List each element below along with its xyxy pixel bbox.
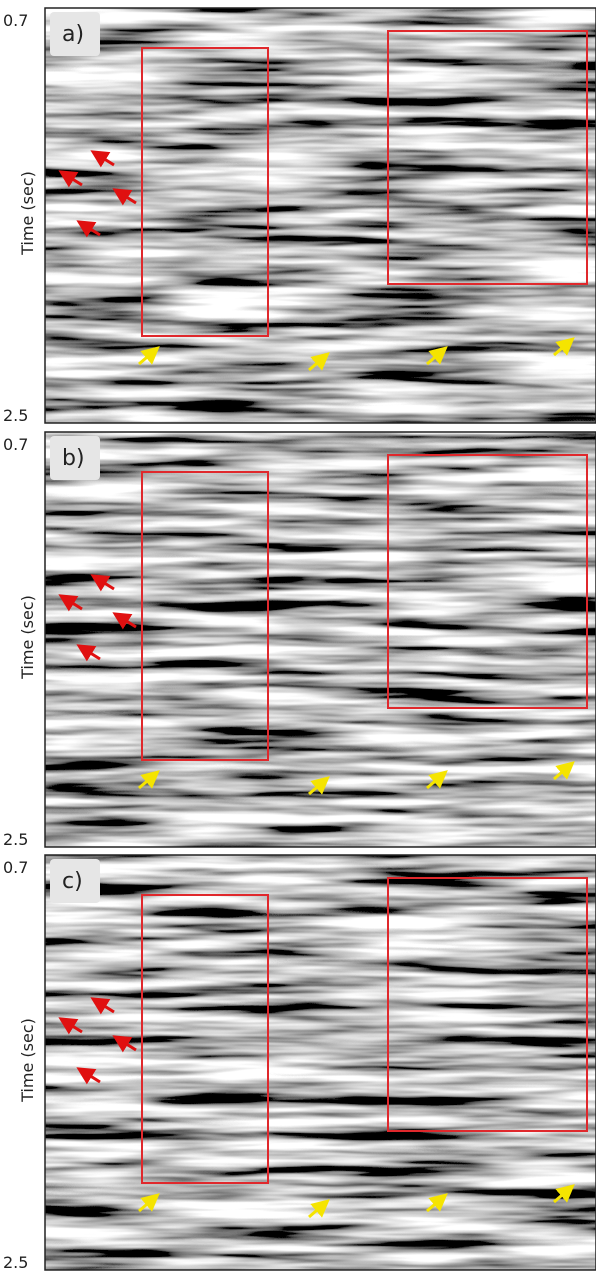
red-arrow	[76, 1067, 101, 1085]
roi-box	[387, 454, 588, 709]
panel-border	[44, 854, 596, 1271]
yellow-arrow	[138, 346, 160, 366]
y-axis-label: Time (sec)	[18, 595, 37, 680]
yellow-arrow	[426, 1193, 448, 1213]
red-arrow	[112, 188, 137, 206]
yellow-arrow	[308, 352, 330, 372]
panel: a) 0.7 2.5 Time (sec)	[3, 7, 596, 425]
yellow-arrow	[308, 1199, 330, 1219]
y-tick-label: 2.5	[3, 830, 28, 849]
yellow-arrow	[426, 346, 448, 366]
roi-box	[141, 894, 269, 1184]
y-tick-label: 2.5	[3, 406, 28, 425]
panel-label: a)	[62, 22, 84, 47]
panel: c) 0.7 2.5 Time (sec)	[3, 854, 596, 1272]
red-arrow	[58, 170, 83, 188]
y-tick-label: 0.7	[3, 11, 28, 30]
red-arrow	[58, 594, 83, 612]
red-arrow	[90, 997, 115, 1015]
roi-box	[387, 877, 588, 1132]
yellow-arrow	[308, 776, 330, 796]
panel-label-box	[50, 859, 100, 903]
panel-label: b)	[62, 446, 85, 471]
yellow-arrow	[426, 770, 448, 790]
red-arrow	[76, 644, 101, 662]
red-arrow	[112, 1035, 137, 1053]
y-tick-label: 0.7	[3, 858, 28, 877]
red-arrow	[76, 220, 101, 238]
red-arrow	[90, 574, 115, 592]
red-arrow	[112, 612, 137, 630]
panel: b) 0.7 2.5 Time (sec)	[3, 431, 596, 849]
roi-box	[141, 471, 269, 761]
y-axis-label: Time (sec)	[18, 171, 37, 256]
y-tick-label: 0.7	[3, 435, 28, 454]
roi-box	[387, 30, 588, 285]
panel-border	[44, 7, 596, 424]
red-arrow	[90, 150, 115, 168]
panel-label-box	[50, 436, 100, 480]
roi-box	[141, 47, 269, 337]
panel-label-box	[50, 12, 100, 56]
y-tick-label: 2.5	[3, 1253, 28, 1272]
yellow-arrow	[553, 337, 575, 357]
yellow-arrow	[553, 761, 575, 781]
yellow-arrow	[138, 1193, 160, 1213]
y-axis-label: Time (sec)	[18, 1018, 37, 1103]
panel-label: c)	[62, 869, 83, 894]
red-arrow	[58, 1017, 83, 1035]
yellow-arrow	[138, 770, 160, 790]
yellow-arrow	[553, 1184, 575, 1204]
panel-border	[44, 431, 596, 848]
